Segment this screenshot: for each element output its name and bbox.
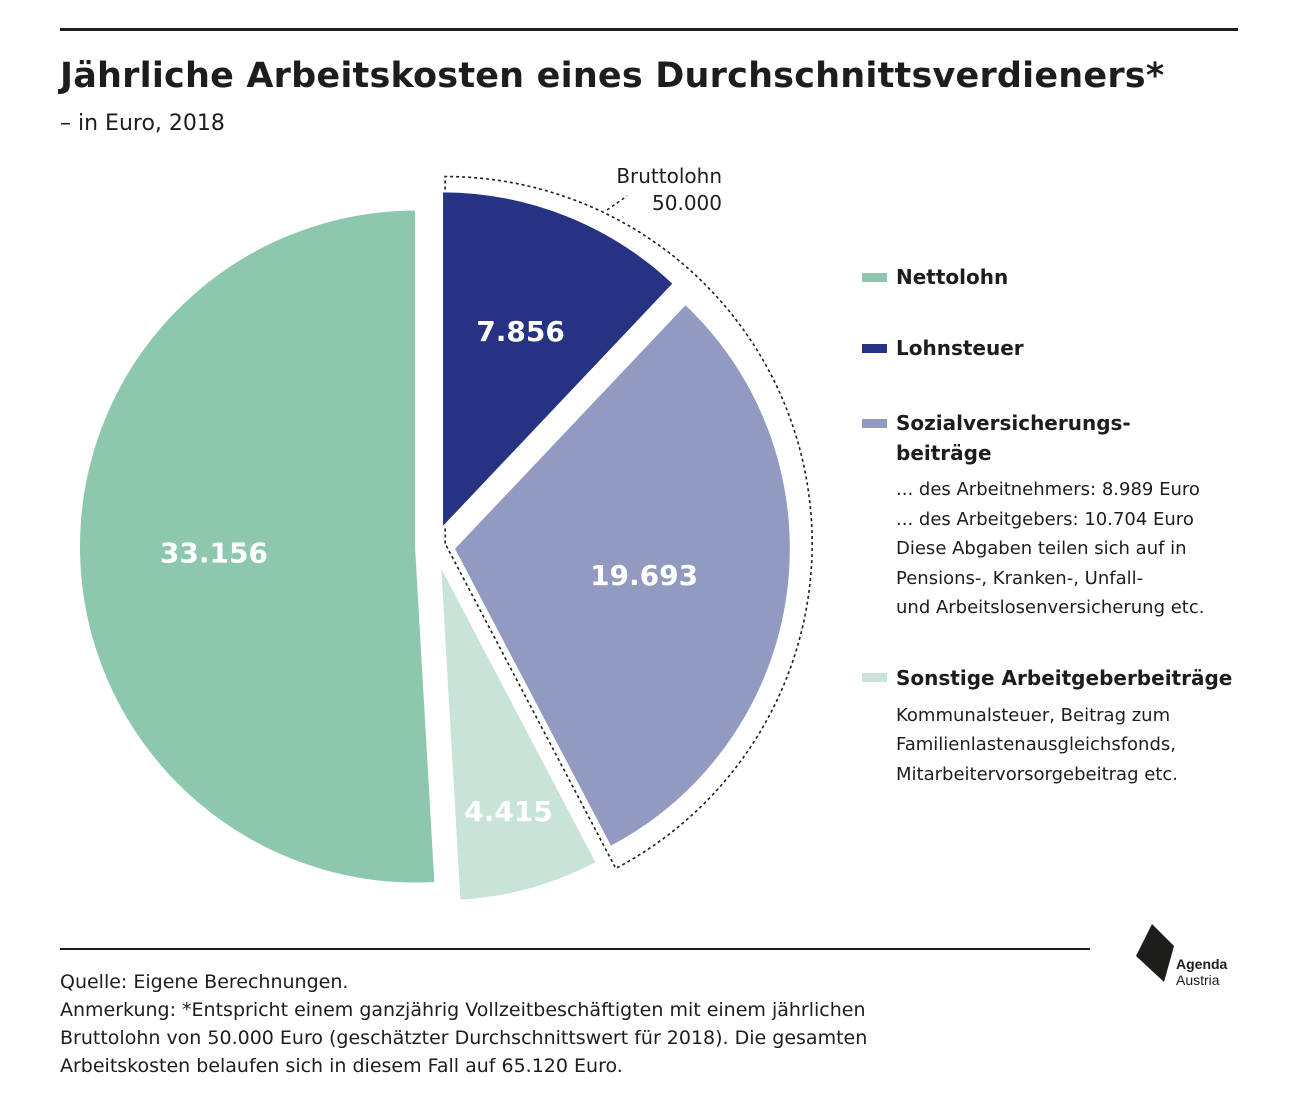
legend-item-sozialversicherung: Sozialversicherungs- beiträge	[862, 408, 1262, 468]
legend-swatch-lohnsteuer	[862, 343, 887, 353]
sv-note-line: ... des Arbeitnehmers: 8.989 Euro	[896, 479, 1200, 500]
slice-sonstige	[439, 563, 599, 902]
sv-note-line: Diese Abgaben teilen sich auf in	[896, 538, 1187, 559]
bruttolohn-outline	[444, 175, 813, 870]
footer: Quelle: Eigene Berechnungen. Anmerkung: …	[60, 968, 867, 1080]
top-rule	[60, 28, 1238, 31]
agenda-austria-logo: Agenda Austria	[1134, 922, 1244, 992]
logo-text-agenda: Agenda	[1176, 956, 1228, 972]
sv-note-line: ... des Arbeitgebers: 10.704 Euro	[896, 508, 1194, 530]
footer-note-line: Arbeitskosten belaufen sich in diesem Fa…	[60, 1055, 623, 1077]
label-nettolohn: 33.156	[160, 536, 268, 569]
footer-note-line: Bruttolohn von 50.000 Euro (geschätzter …	[60, 1027, 868, 1049]
label-sozialversicherung: 19.693	[590, 559, 698, 592]
pie-chart: 33.156 7.856 19.693 4.415 Bruttolohn 50.000	[78, 164, 813, 902]
chart-title: Jährliche Arbeitskosten eines Durchschni…	[60, 56, 1165, 96]
chart-subtitle: – in Euro, 2018	[60, 111, 225, 136]
legend-label-sonstige: Sonstige Arbeitgeberbeiträge	[896, 665, 1233, 690]
slice-nettolohn	[78, 208, 437, 885]
callout-value: 50.000	[652, 191, 722, 215]
legend-item-lohnsteuer: Lohnsteuer	[862, 333, 1262, 363]
footer-source: Quelle: Eigene Berechnungen.	[60, 971, 349, 993]
legend-label-sozialversicherung: Sozialversicherungs- beiträge	[896, 408, 1131, 468]
legend-label-lohnsteuer: Lohnsteuer	[896, 336, 1024, 360]
slice-lohnsteuer	[441, 190, 676, 531]
legend-note-sozialversicherung: ... des Arbeitnehmers: 8.989 Euro ... de…	[896, 475, 1262, 623]
legend-item-sonstige: Sonstige Arbeitgeberbeiträge	[862, 663, 1262, 693]
sv-note-line: und Arbeitslosenversicherung etc.	[896, 597, 1205, 618]
label-sonstige: 4.415	[464, 795, 553, 828]
slice-sozialversicherung	[452, 302, 792, 849]
sonstige-note-line: Kommunalsteuer, Beitrag zum	[896, 704, 1171, 726]
label-lohnsteuer: 7.856	[476, 315, 565, 348]
footer-note-line: Anmerkung: *Entspricht einem ganzjährig …	[60, 999, 866, 1021]
legend-swatch-sonstige	[862, 673, 887, 682]
legend: Nettolohn Lohnsteuer Sozialversicherungs…	[862, 262, 1262, 789]
legend-swatch-sozialversicherung	[862, 419, 887, 428]
legend-swatch-nettolohn	[862, 272, 887, 282]
logo-mark-icon	[1136, 924, 1174, 982]
legend-note-sonstige: Kommunalsteuer, Beitrag zum Familienlast…	[896, 701, 1262, 790]
footer-rule	[60, 948, 1090, 950]
sonstige-note-line: Mitarbeitervorsorgebeitrag etc.	[896, 763, 1178, 785]
legend-item-nettolohn: Nettolohn	[862, 262, 1262, 292]
legend-label-sv-line1: Sozialversicherungs-	[896, 411, 1131, 435]
callout-label: Bruttolohn	[616, 164, 722, 188]
sonstige-note-line: Familienlastenausgleichsfonds,	[896, 734, 1176, 755]
callout-leader	[606, 195, 628, 211]
sv-note-line: Pensions-, Kranken-, Unfall-	[896, 567, 1144, 589]
logo-text-austria: Austria	[1176, 972, 1220, 988]
legend-label-sv-line2: beiträge	[896, 441, 992, 465]
legend-label-nettolohn: Nettolohn	[896, 265, 1009, 289]
